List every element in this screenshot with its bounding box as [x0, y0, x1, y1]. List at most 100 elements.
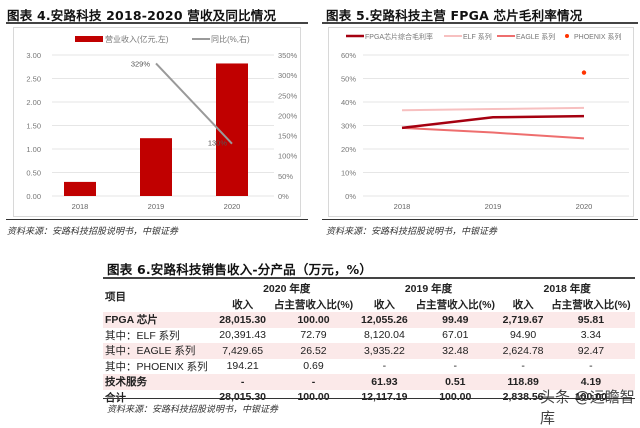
cell: 100.00: [547, 390, 635, 406]
right-axis-tick: 350%: [278, 51, 298, 60]
cell: 28,015.30: [216, 390, 270, 406]
revenue-bar: [140, 138, 172, 196]
left-axis-tick: 0.00: [26, 192, 41, 201]
legend-bar-swatch: [75, 36, 103, 42]
x-axis-label: 2019: [148, 202, 165, 211]
y-axis-tick: 40%: [341, 98, 356, 107]
revenue-bar: [216, 63, 248, 197]
cell: 32.48: [411, 343, 500, 359]
legend-label: PHOENIX 系列: [574, 32, 621, 41]
cell: -: [382, 360, 387, 373]
cell: 12,055.26: [357, 312, 412, 328]
row-label: 其中：PHOENIX 系列: [105, 360, 208, 373]
fig5-source: 资料来源：安路科技招股说明书，中银证券: [326, 227, 498, 237]
phoenix-point: [581, 70, 587, 75]
cell: 26.52: [269, 343, 358, 359]
yoy-label: 329%: [131, 59, 151, 68]
table-row-phoenix: 其中：PHOENIX 系列 194.21 0.69 - - - -: [103, 359, 635, 375]
cell: 2,624.78: [499, 343, 547, 359]
fig4-title-rule: [6, 22, 308, 24]
cell: 20,391.43: [219, 329, 266, 342]
header-year-2020: 2020 年度: [263, 283, 311, 296]
legend-swatch-dot: [565, 34, 569, 38]
cell: 12,117.19: [358, 390, 412, 406]
table-header-years: 项目 2020 年度 2019 年度 2018 年度: [103, 281, 635, 303]
row-label: FPGA 芯片: [103, 312, 216, 328]
header-revenue-2018: 收入: [512, 298, 534, 311]
cell: 194.21: [226, 360, 259, 373]
cell: 118.89: [499, 374, 547, 390]
header-item: 项目: [105, 291, 126, 303]
cell: 2,838.56: [499, 390, 546, 406]
row-label: 其中：EAGLE 系列: [103, 343, 216, 359]
legend-line-label: 同比(%,右): [211, 34, 250, 44]
y-axis-tick: 60%: [341, 51, 356, 60]
table-header-metrics: 收入 占主营收入比(%) 收入 占主营收入比(%) 收入 占主营收入比(%): [103, 297, 635, 313]
fig4-bottom-rule: [6, 219, 308, 220]
table-row-total: 合计 28,015.30 100.00 12,117.19 100.00 2,8…: [103, 390, 635, 406]
table-row-elf: 其中：ELF 系列 20,391.43 72.79 8,120.04 67.01…: [103, 328, 635, 344]
cell: 61.93: [357, 374, 412, 390]
cell: 3.34: [580, 329, 602, 342]
cell: 3,935.22: [357, 343, 412, 359]
fig6-title: 图表 6.安路科技销售收入-分产品（万元，%）: [107, 262, 373, 277]
y-axis-tick: 0%: [345, 192, 356, 201]
fig5-chart-svg: FPGA芯片综合毛利率 ELF 系列 EAGLE 系列 PHOENIX 系列 0% 10%…: [341, 32, 629, 211]
fig6-bottom-rule: [103, 398, 635, 399]
x-axis-label: 2018: [72, 202, 89, 211]
cell: 100.00: [411, 390, 499, 406]
cell: 67.01: [442, 329, 469, 342]
x-axis-label: 2020: [576, 202, 593, 211]
fig5-title-rule: [322, 22, 638, 24]
cell: -: [269, 374, 358, 390]
left-axis-tick: 3.00: [26, 51, 41, 60]
cell: -: [521, 360, 525, 373]
header-year-2018: 2018 年度: [543, 283, 591, 296]
header-revenue-2020: 收入: [232, 298, 254, 311]
elf-line: [401, 106, 585, 112]
revenue-by-product-table: 项目 2020 年度 2019 年度 2018 年度 收入 占主营收入比(%) …: [103, 281, 635, 405]
legend-label: FPGA芯片综合毛利率: [365, 32, 433, 41]
header-share-2018: 占主营收入比(%): [551, 298, 631, 311]
right-axis-tick: 250%: [278, 91, 298, 100]
table-row-fpga: FPGA 芯片 28,015.30 100.00 12,055.26 99.49…: [103, 312, 635, 328]
right-axis-tick: 100%: [278, 152, 298, 161]
fig4-chart-svg: 营业收入(亿元,左) 同比(%,右) 0.00 0.50 1.00 1.50 2.00 2.5…: [26, 34, 298, 211]
left-axis-tick: 1.50: [26, 122, 41, 131]
cell: 95.81: [546, 312, 635, 328]
revenue-bar: [64, 181, 96, 196]
cell: 0.69: [303, 360, 324, 373]
eagle-line: [401, 126, 585, 140]
table-row-tech-service: 技术服务 - - 61.93 0.51 118.89 4.19: [103, 374, 635, 390]
cell: 0.51: [411, 374, 500, 390]
row-label: 合计: [105, 391, 126, 404]
right-axis-tick: 300%: [278, 71, 298, 80]
left-axis-tick: 0.50: [26, 169, 41, 178]
right-axis-tick: 150%: [278, 132, 298, 141]
legend-label: ELF 系列: [463, 32, 492, 41]
fig6-source: 资料来源：安路科技招股说明书，中银证券: [107, 405, 279, 415]
cell: -: [215, 374, 270, 390]
row-label: 技术服务: [103, 374, 216, 390]
left-axis-tick: 2.00: [26, 98, 41, 107]
y-axis-tick: 20%: [341, 145, 356, 154]
y-axis-tick: 10%: [341, 169, 356, 178]
x-axis-label: 2020: [224, 202, 241, 211]
yoy-line: [155, 62, 233, 145]
right-axis-tick: 0%: [278, 192, 289, 201]
cell: 28,015.30: [215, 312, 270, 328]
left-axis-tick: 2.50: [26, 75, 41, 84]
header-year-2019: 2019 年度: [404, 283, 453, 296]
fig5-title: 图表 5.安路科技主营 FPGA 芯片毛利率情况: [326, 8, 583, 23]
fig4-chart: 营业收入(亿元,左) 同比(%,右) 0.00 0.50 1.00 1.50 2.00 2.5…: [13, 27, 301, 217]
cell: 100.00: [269, 390, 357, 406]
header-share-2020: 占主营收入比(%): [273, 298, 354, 311]
x-axis-label: 2018: [394, 202, 411, 211]
yoy-label: 130%: [208, 139, 228, 148]
cell: 100.00: [269, 312, 358, 328]
cell: -: [453, 360, 458, 373]
cell: 72.79: [300, 329, 327, 342]
y-axis-tick: 50%: [341, 75, 356, 84]
header-share-2019: 占主营收入比(%): [415, 298, 495, 311]
cell: 4.19: [546, 374, 635, 390]
